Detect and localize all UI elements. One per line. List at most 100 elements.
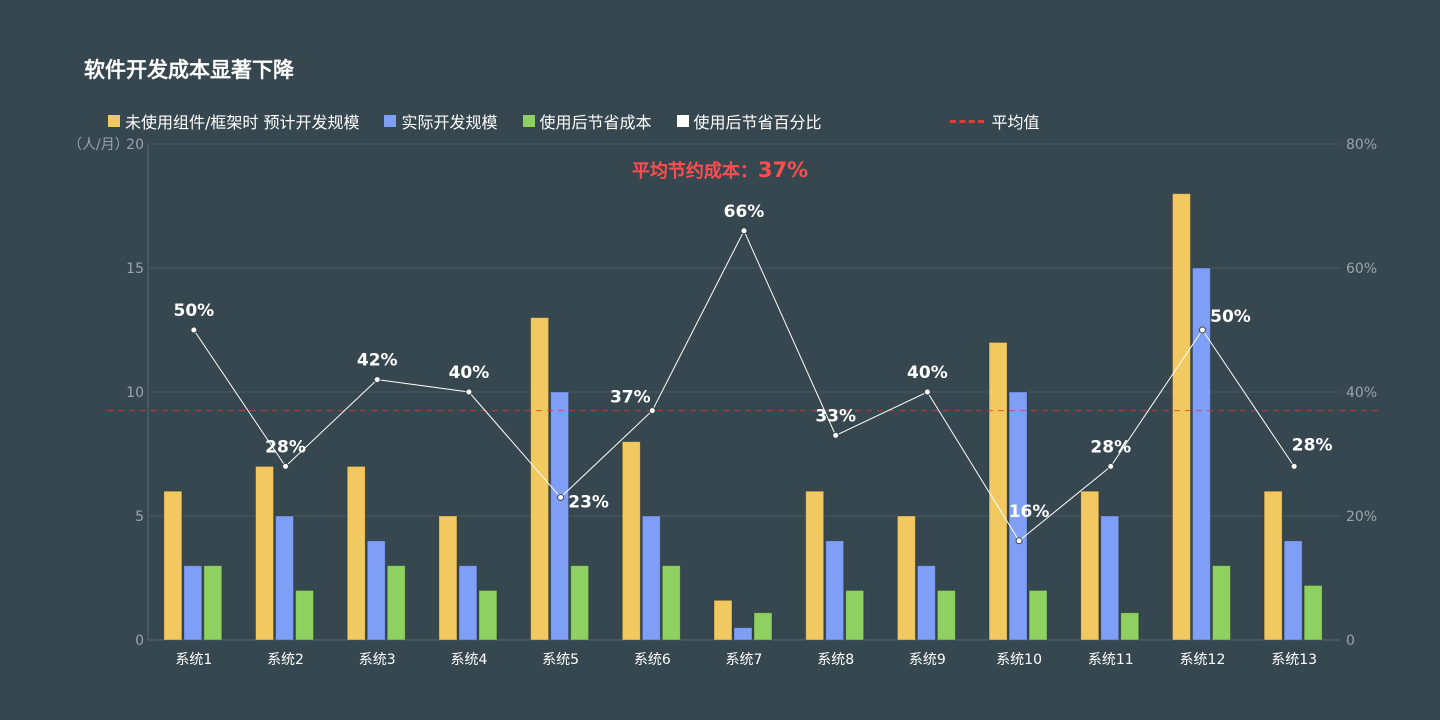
legend-item-percent[interactable]: 使用后节省百分比 bbox=[676, 109, 822, 133]
bar-planned bbox=[1080, 490, 1100, 641]
bar-saved bbox=[661, 565, 681, 641]
bar-actual bbox=[275, 515, 295, 641]
percent-label: 50% bbox=[1210, 307, 1251, 327]
percent-label: 28% bbox=[1292, 435, 1333, 455]
x-tick-label: 系统2 bbox=[267, 652, 304, 668]
percent-label: 16% bbox=[1009, 502, 1050, 522]
bar-planned bbox=[988, 341, 1008, 641]
percent-label: 28% bbox=[1090, 437, 1131, 457]
y2-tick-label: 0 bbox=[1346, 633, 1355, 649]
average-annotation: 平均节约成本：37% bbox=[632, 158, 808, 182]
percent-point bbox=[648, 407, 656, 415]
x-tick-label: 系统5 bbox=[542, 652, 579, 668]
percent-label: 66% bbox=[724, 202, 765, 222]
percent-point bbox=[282, 462, 290, 470]
percent-point bbox=[1107, 462, 1115, 470]
percent-label: 42% bbox=[357, 351, 398, 371]
bar-planned bbox=[346, 465, 366, 641]
legend: 未使用组件/框架时 预计开发规模 实际开发规模 使用后节省成本 使用后节省百分比… bbox=[108, 109, 1065, 133]
percent-label: 28% bbox=[265, 437, 306, 457]
bar-actual bbox=[641, 515, 661, 641]
x-tick-label: 系统7 bbox=[726, 652, 763, 668]
legend-swatch bbox=[108, 115, 120, 127]
x-tick-label: 系统11 bbox=[1088, 652, 1134, 668]
percent-point bbox=[1290, 462, 1298, 470]
bar-actual bbox=[1008, 391, 1028, 641]
x-tick-label: 系统4 bbox=[450, 652, 487, 668]
x-tick-label: 系统6 bbox=[634, 652, 671, 668]
chart-title: 软件开发成本显著下降 bbox=[84, 58, 294, 82]
bar-saved bbox=[478, 589, 498, 641]
bar-actual bbox=[1100, 515, 1120, 641]
bar-planned bbox=[713, 599, 733, 641]
bar-planned bbox=[621, 441, 641, 641]
x-tick-label: 系统3 bbox=[359, 652, 396, 668]
bar-actual bbox=[366, 540, 386, 641]
bar-actual bbox=[458, 565, 478, 641]
percent-point bbox=[373, 376, 381, 384]
average-annotation-value: 37% bbox=[758, 158, 808, 182]
bar-planned bbox=[530, 317, 550, 641]
bar-saved bbox=[386, 565, 406, 641]
percent-label: 50% bbox=[173, 301, 214, 321]
legend-item-average[interactable]: 平均值 bbox=[949, 109, 1040, 133]
legend-label: 使用后节省成本 bbox=[539, 113, 652, 132]
y-tick-label: 20 bbox=[126, 137, 144, 153]
bar-saved bbox=[845, 589, 865, 641]
bar-planned bbox=[1263, 490, 1283, 641]
percent-point bbox=[1015, 537, 1023, 545]
percent-point bbox=[557, 493, 565, 501]
percent-point bbox=[740, 227, 748, 235]
y2-tick-label: 80% bbox=[1346, 137, 1377, 153]
bar-saved bbox=[295, 589, 315, 641]
legend-swatch bbox=[676, 115, 689, 127]
bar-actual bbox=[825, 540, 845, 641]
legend-label: 平均值 bbox=[991, 113, 1040, 132]
y-axis-label: （人/月） bbox=[68, 137, 129, 153]
bar-actual bbox=[550, 391, 570, 641]
percent-point bbox=[832, 431, 840, 439]
x-tick-label: 系统1 bbox=[175, 652, 212, 668]
bar-saved bbox=[1028, 589, 1048, 641]
bar-saved bbox=[753, 612, 773, 641]
y2-tick-label: 60% bbox=[1346, 261, 1377, 277]
percent-label: 23% bbox=[568, 492, 609, 512]
y2-tick-label: 40% bbox=[1346, 385, 1377, 401]
bar-actual bbox=[916, 565, 936, 641]
legend-label: 实际开发规模 bbox=[401, 113, 498, 132]
average-annotation-prefix: 平均节约成本： bbox=[632, 160, 758, 182]
legend-item-saved[interactable]: 使用后节省成本 bbox=[522, 109, 652, 133]
percent-point bbox=[923, 388, 931, 396]
bar-planned bbox=[255, 465, 275, 641]
y-tick-label: 5 bbox=[135, 509, 144, 525]
x-tick-label: 系统8 bbox=[817, 652, 854, 668]
bar-actual bbox=[1191, 267, 1211, 641]
bar-planned bbox=[163, 490, 183, 641]
bar-saved bbox=[936, 589, 956, 641]
y-tick-label: 10 bbox=[126, 385, 144, 401]
y2-tick-label: 20% bbox=[1346, 509, 1377, 525]
x-tick-label: 系统10 bbox=[996, 652, 1042, 668]
legend-item-planned[interactable]: 未使用组件/框架时 预计开发规模 bbox=[108, 109, 359, 133]
bar-planned bbox=[1171, 193, 1191, 641]
percent-label: 33% bbox=[815, 406, 856, 426]
bar-planned bbox=[438, 515, 458, 641]
percent-point bbox=[465, 388, 473, 396]
percent-label: 40% bbox=[449, 363, 490, 383]
percent-label: 40% bbox=[907, 363, 948, 383]
legend-swatch bbox=[384, 115, 397, 127]
bar-planned bbox=[805, 490, 825, 641]
bar-planned bbox=[896, 515, 916, 641]
y-tick-label: 15 bbox=[126, 261, 144, 277]
bar-actual bbox=[183, 565, 203, 641]
bar-saved bbox=[1303, 584, 1323, 641]
x-tick-label: 系统13 bbox=[1271, 652, 1317, 668]
legend-swatch bbox=[522, 115, 535, 127]
x-tick-label: 系统9 bbox=[909, 652, 946, 668]
percent-label: 37% bbox=[610, 388, 651, 408]
legend-dash bbox=[949, 119, 984, 123]
bar-saved bbox=[203, 565, 223, 641]
x-tick-label: 系统12 bbox=[1180, 652, 1226, 668]
legend-item-actual[interactable]: 实际开发规模 bbox=[384, 109, 498, 133]
bar-saved bbox=[570, 565, 590, 641]
